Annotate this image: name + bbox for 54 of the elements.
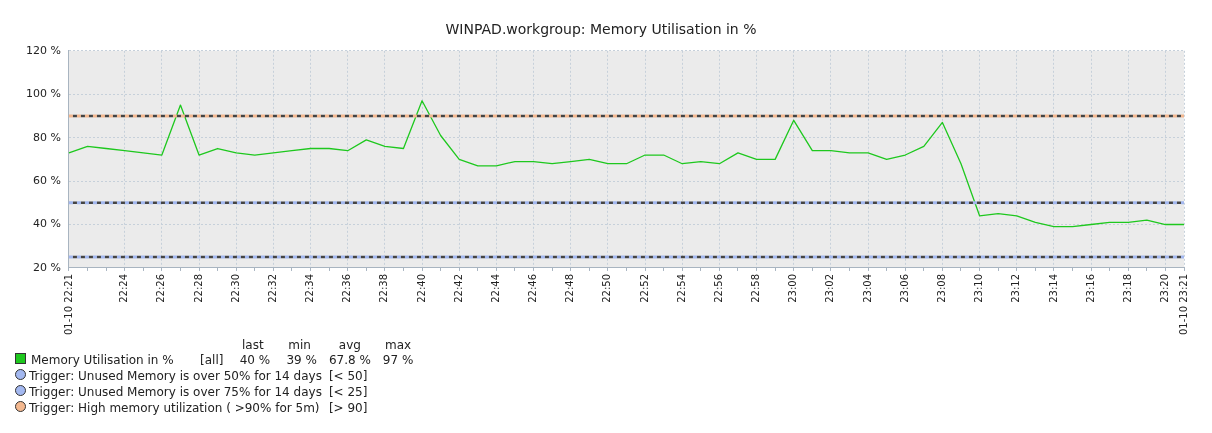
- x-tick-label: 23:20: [1159, 273, 1171, 303]
- x-tick-label: 22:36: [341, 273, 353, 303]
- text: 39 %: [285, 352, 318, 368]
- legend-label: Trigger: Unused Memory is over 50% for 14 days: [29, 369, 322, 383]
- legend-label: Memory Utilisation in %: [31, 353, 174, 367]
- x-tick-label: 22:38: [378, 273, 390, 303]
- y-tick-label: 60 %: [32, 173, 61, 187]
- y-tick-label: 100 %: [25, 87, 61, 101]
- chart-title: WINPAD.workgroup: Memory Utilisation in %: [445, 21, 757, 38]
- x-tick-label: 23:04: [861, 273, 873, 303]
- x-tick-label: 22:34: [304, 273, 316, 303]
- x-tick-label: 23:14: [1047, 273, 1059, 303]
- x-tick-label: 22:44: [489, 273, 501, 303]
- x-tick-label: 22:56: [712, 273, 724, 303]
- x-tick-label: 22:42: [452, 273, 464, 303]
- x-tick-label: 01-10 23:21: [1177, 273, 1189, 336]
- text: 40 %: [238, 352, 272, 368]
- x-tick-label: 22:46: [527, 273, 539, 303]
- text: max: [384, 338, 413, 352]
- x-tick-label: 22:26: [155, 273, 167, 303]
- x-tick-label: 22:28: [192, 273, 204, 303]
- y-tick-label: 20 %: [32, 260, 61, 274]
- y-tick-label: 120 %: [25, 43, 61, 57]
- x-tick-label: 23:10: [973, 273, 985, 303]
- x-tick-label: 22:32: [266, 273, 278, 303]
- x-tick-label: 22:30: [229, 273, 241, 303]
- x-tick-label: 22:50: [601, 273, 613, 303]
- x-tick-label: 22:58: [750, 273, 762, 303]
- x-tick-label: 22:24: [118, 273, 130, 303]
- legend-label: Trigger: High memory utilization ( >90% for 5m): [29, 401, 320, 415]
- x-tick-label: 22:52: [638, 273, 650, 303]
- x-tick-label: 23:18: [1121, 273, 1133, 303]
- x-tick-label: 23:02: [824, 273, 836, 303]
- y-tick-label: 80 %: [32, 130, 61, 144]
- x-tick-label: 22:40: [415, 273, 427, 303]
- text: [< 50]: [327, 368, 369, 384]
- text: [< 25]: [327, 384, 369, 400]
- text: 97 %: [381, 352, 415, 368]
- text: min: [287, 338, 312, 352]
- text: avg: [337, 338, 362, 352]
- text: last: [241, 338, 265, 352]
- x-tick-label: 23:12: [1010, 273, 1022, 303]
- y-tick-label: 40 %: [32, 217, 61, 231]
- x-tick-label: 22:48: [564, 273, 576, 303]
- x-tick-label: 22:54: [675, 273, 687, 303]
- x-tick-label: 23:00: [787, 273, 799, 303]
- text: 67.8 %: [327, 352, 372, 368]
- x-tick-label: 23:08: [936, 273, 947, 303]
- x-tick-label: 23:16: [1084, 273, 1096, 303]
- legend-label: Trigger: Unused Memory is over 75% for 14 days: [29, 385, 322, 399]
- x-tick-label: 01-10 22:21: [62, 273, 74, 336]
- text: [> 90]: [327, 400, 369, 416]
- text: [all]: [199, 352, 225, 368]
- x-tick-label: 23:06: [898, 273, 910, 303]
